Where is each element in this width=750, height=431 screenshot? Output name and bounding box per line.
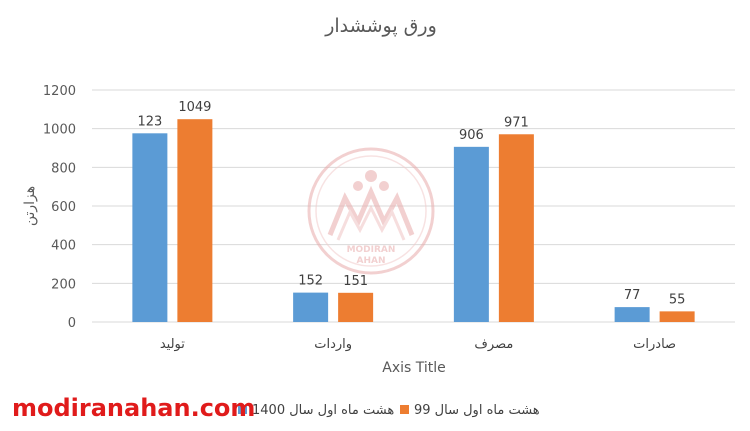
legend: هشت ماه اول سال 1400 هشت ماه اول سال 99: [238, 403, 540, 418]
watermark-line1: MODIRAN: [347, 245, 396, 255]
bar-1-1: [132, 133, 168, 322]
bar-2-3: [498, 134, 534, 322]
y-tick-label: 600: [51, 200, 76, 215]
bar-2-1: [177, 119, 213, 323]
data-label: 152: [298, 274, 323, 289]
legend-swatch-1: [238, 405, 247, 414]
legend-label-1: هشت ماه اول سال 1400: [252, 403, 394, 418]
y-axis-title: هزارتن: [22, 186, 38, 226]
bars: [132, 119, 695, 323]
bar-2-2: [338, 292, 374, 322]
watermark-line2: AHAN: [357, 256, 386, 266]
x-tick-label: واردات: [314, 337, 352, 352]
x-tick-label: مصرف: [474, 337, 513, 352]
chart-title: ورق پوششدار: [324, 15, 437, 37]
legend-label-2: هشت ماه اول سال 99: [414, 403, 540, 418]
y-tick-label: 1000: [43, 123, 76, 138]
y-axis-ticks: 0 200 400 600 800 1000 1200: [43, 84, 76, 331]
data-label: 1049: [178, 100, 211, 115]
site-watermark-text: modiranahan.com: [12, 394, 255, 422]
y-tick-label: 0: [68, 316, 76, 331]
data-label: 123: [137, 114, 162, 129]
data-label: 77: [624, 288, 641, 303]
legend-swatch-2: [400, 405, 409, 414]
x-axis-title: Axis Title: [382, 360, 446, 376]
bar-1-2: [293, 292, 329, 322]
y-tick-label: 1200: [43, 84, 76, 99]
y-tick-label: 200: [51, 277, 76, 292]
x-tick-label: صادرات: [633, 337, 676, 352]
bar-2-4: [659, 311, 695, 322]
x-axis-ticks: تولید واردات مصرف صادرات: [160, 337, 676, 352]
y-tick-label: 800: [51, 161, 76, 176]
data-labels: 123 1049 152 151 906 971 77 55: [137, 100, 685, 307]
data-label: 906: [459, 128, 484, 143]
watermark-logo: MODIRAN AHAN: [307, 147, 435, 275]
bar-1-4: [614, 307, 650, 322]
data-label: 151: [343, 274, 368, 289]
data-label: 971: [504, 115, 529, 130]
x-tick-label: تولید: [160, 337, 185, 352]
data-label: 55: [669, 292, 686, 307]
y-tick-label: 400: [51, 239, 76, 254]
bar-1-3: [453, 146, 489, 322]
